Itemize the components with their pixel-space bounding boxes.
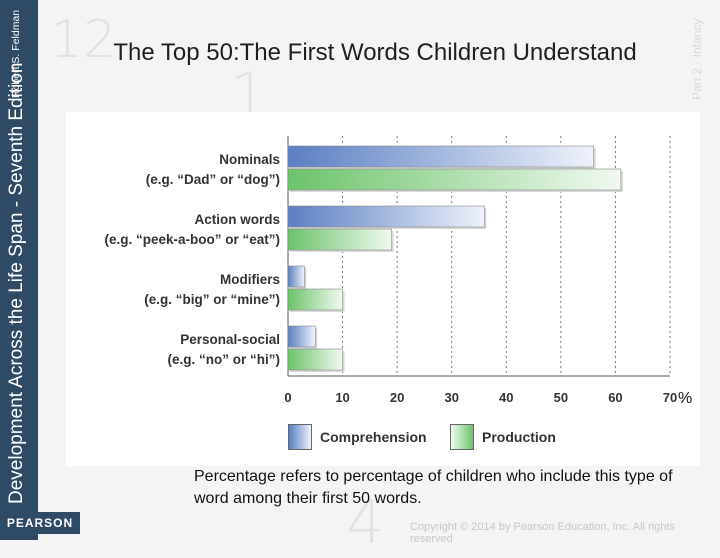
pearson-logo: PEARSON [0, 512, 80, 534]
category-label: Action words (e.g. “peek-a-boo” or “eat”) [104, 210, 280, 250]
decorative-part-label: Part 2 · Infancy [690, 18, 704, 100]
sidebar-book-title: Development Across the Life Span - Seven… [6, 62, 27, 504]
category-name: Modifiers [219, 272, 280, 287]
legend-production: Production [450, 424, 556, 450]
category-label: Nominals (e.g. “Dad” or “dog”) [146, 150, 280, 190]
bar-production [287, 168, 622, 191]
bar-production [287, 348, 343, 371]
footnote: Percentage refers to percentage of child… [194, 468, 673, 507]
category-label: Personal-social (e.g. “no” or “hi”) [168, 330, 281, 370]
bar-comprehension [287, 205, 485, 228]
x-tick-label: 30 [444, 390, 458, 405]
legend-label-comprehension: Comprehension [320, 429, 427, 445]
x-tick-label: 50 [554, 390, 568, 405]
legend-swatch-comprehension [288, 424, 312, 450]
x-tick-label: 70 [663, 390, 677, 405]
x-tick-label: 0 [284, 390, 291, 405]
legend-comprehension: Comprehension [288, 424, 427, 450]
sidebar: Development Across the Life Span - Seven… [0, 0, 38, 540]
category-example: (e.g. “big” or “mine”) [144, 292, 280, 307]
percent-unit: % [678, 390, 693, 407]
bar-comprehension [287, 265, 305, 288]
slide-title: The Top 50:The First Words Children Unde… [113, 39, 637, 66]
legend-swatch-production [450, 424, 474, 450]
decorative-number: 12 [50, 10, 117, 70]
category-label: Modifiers (e.g. “big” or “mine”) [144, 270, 280, 310]
category-name: Nominals [219, 152, 280, 167]
x-tick-label: 10 [335, 390, 349, 405]
chart-panel: 0 10 20 30 40 50 60 70 Nominals (e.g. “Dad” or “… [66, 112, 700, 466]
x-tick-label: 20 [390, 390, 404, 405]
bar-production [287, 228, 392, 251]
copyright: Copyright © 2014 by Pearson Education, I… [410, 521, 675, 545]
bar-production [287, 288, 343, 311]
category-example: (e.g. “Dad” or “dog”) [145, 172, 280, 187]
bar-comprehension [287, 145, 594, 168]
x-tick-label: 40 [499, 390, 513, 405]
x-tick-label: 60 [608, 390, 622, 405]
category-name: Personal-social [180, 332, 280, 347]
category-name: Action words [194, 212, 280, 227]
bar-comprehension [287, 325, 316, 348]
legend-label-production: Production [482, 429, 556, 445]
category-example: (e.g. “no” or “hi”) [167, 352, 281, 367]
bar-chart: 0 10 20 30 40 50 60 70 [284, 136, 677, 405]
category-example: (e.g. “peek-a-boo” or “eat”) [104, 232, 280, 247]
sidebar-author: Robert S. Feldman [10, 9, 22, 98]
